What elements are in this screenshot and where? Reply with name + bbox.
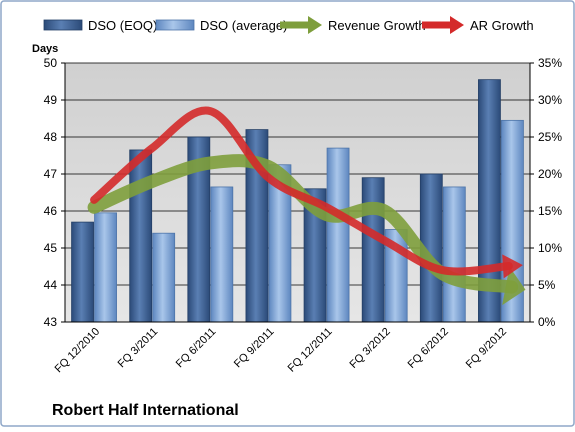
left-tick-label: 46 (44, 204, 58, 218)
left-tick-label: 50 (44, 56, 58, 70)
legend-label: DSO (EOQ) (88, 18, 157, 33)
left-tick-label: 48 (44, 130, 58, 144)
bar-dso-average (326, 147, 350, 323)
right-tick-label: 20% (538, 167, 562, 181)
bar-dso-eoq (71, 221, 94, 323)
legend-label: Revenue Growth (328, 18, 426, 33)
y-axis-label: Days (32, 43, 58, 55)
right-tick-label: 15% (538, 204, 562, 218)
right-axis-ticks: 0% 5% 10% 15% 20% 25% 30% 35% (530, 56, 562, 329)
growth-lines (87, 106, 526, 306)
bar-dso-average (152, 232, 176, 323)
bar-dso-average (210, 186, 234, 323)
legend-arrow-head (308, 16, 322, 34)
bar-dso-average (94, 212, 117, 323)
right-tick-label: 35% (538, 56, 562, 70)
legend-label: AR Growth (470, 18, 534, 33)
left-tick-label: 44 (44, 278, 58, 292)
bar-dso-eoq (129, 149, 153, 323)
right-tick-label: 30% (538, 93, 562, 107)
bar-dso-eoq (361, 177, 385, 323)
right-tick-label: 5% (538, 278, 556, 292)
right-tick-label: 0% (538, 315, 556, 329)
chart-title: Robert Half International (52, 402, 239, 419)
bar-dso-average (442, 186, 466, 323)
legend-swatch (155, 19, 195, 31)
left-axis-ticks: 43 44 45 46 47 48 49 50 (44, 56, 65, 329)
left-tick-label: 45 (44, 241, 58, 255)
legend: DSO (EOQ) DSO (average) Revenue Growth AR G… (43, 16, 534, 34)
right-tick-label: 25% (538, 130, 562, 144)
legend-label: DSO (average) (200, 18, 287, 33)
axes (64, 63, 531, 323)
left-tick-label: 43 (44, 315, 58, 329)
right-tick-label: 10% (538, 241, 562, 255)
ar-growth-line (90, 106, 513, 276)
revenue-growth-arrowhead (502, 266, 526, 306)
legend-swatch (43, 19, 83, 31)
left-tick-label: 49 (44, 93, 58, 107)
ar-growth-arrowhead (502, 254, 523, 279)
left-tick-label: 47 (44, 167, 58, 181)
legend-arrow-head (450, 16, 464, 34)
